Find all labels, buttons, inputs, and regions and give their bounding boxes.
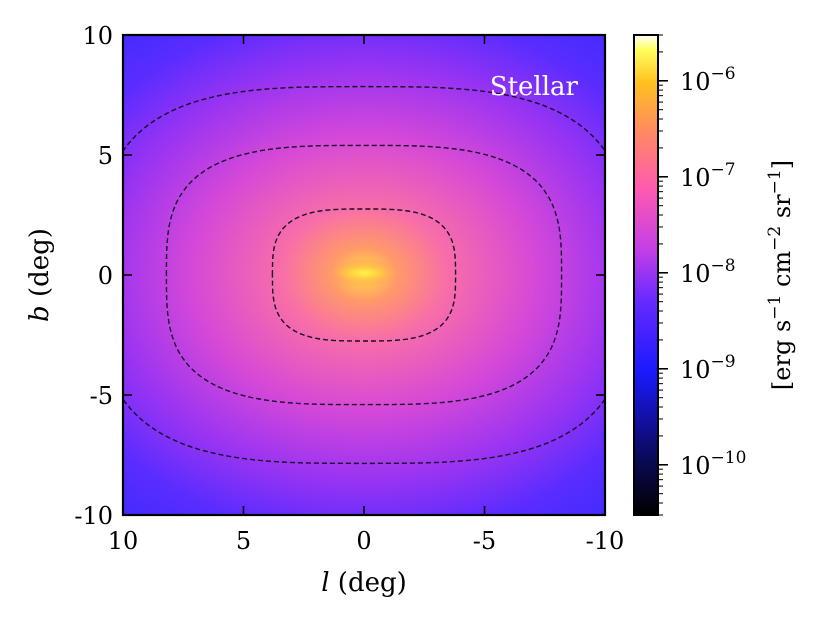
x-tick-label: 0: [356, 527, 371, 555]
colorbar-tick-label: 10−7: [680, 160, 736, 192]
colorbar: 10−10 10−9 10−8 10−7 10−6 [erg s−1 cm−2 sr−1…: [633, 34, 796, 516]
central-peak: [324, 259, 404, 287]
x-tick-label: -5: [473, 527, 496, 555]
colorbar-label: [erg s−1 cm−2 sr−1]: [765, 160, 796, 390]
colorbar-tick-label: 10−10: [680, 448, 746, 480]
stellar-annotation: Stellar: [490, 72, 579, 102]
x-axis-label: l (deg): [321, 568, 407, 598]
y-tick-label: 5: [98, 142, 113, 170]
colorbar-gradient: [633, 34, 659, 516]
colorbar-ticks: 10−10 10−9 10−8 10−7 10−6: [658, 34, 746, 516]
y-axis-ticks: -10 -5 0 5 10: [74, 22, 605, 530]
y-tick-label: -10: [74, 502, 113, 530]
colorbar-tick-label: 10−6: [680, 64, 736, 96]
x-tick-label: -10: [586, 527, 625, 555]
y-tick-label: -5: [90, 382, 113, 410]
colorbar-tick-label: 10−8: [680, 256, 736, 288]
contour-middle: [165, 144, 563, 406]
plot-area: 10 5 0 -5 -10 -10 -5 0 5 10 Stellar: [74, 22, 625, 555]
contour-lines: [123, 85, 605, 465]
contour-inner: [271, 208, 457, 342]
y-tick-label: 10: [82, 22, 113, 50]
colorbar-tick-label: 10−9: [680, 352, 736, 384]
y-axis-label: b (deg): [25, 228, 55, 322]
x-axis-ticks: 10 5 0 -5 -10: [108, 35, 625, 555]
x-tick-label: 5: [236, 527, 251, 555]
y-tick-label: 0: [98, 262, 113, 290]
x-tick-label: 10: [108, 527, 139, 555]
contour-outer: [123, 85, 605, 465]
